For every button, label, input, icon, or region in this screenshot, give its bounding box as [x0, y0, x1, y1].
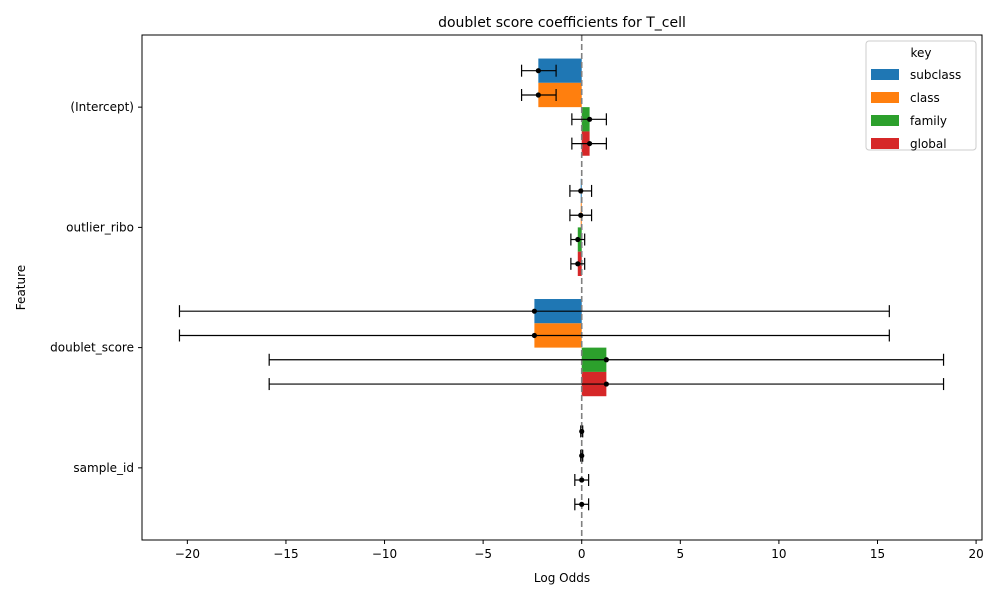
point-subclass-1 — [578, 188, 584, 194]
point-global-2 — [603, 381, 609, 387]
point-family-1 — [575, 236, 581, 243]
legend-title: key — [910, 46, 931, 60]
point-subclass-0 — [535, 68, 541, 74]
x-tick-label: −15 — [273, 547, 298, 561]
x-axis: −20 −15 −10 −5 0 5 10 15 20 — [175, 540, 984, 561]
point-subclass-3 — [579, 428, 585, 435]
x-tick-label: −10 — [372, 547, 397, 561]
x-tick-label: 10 — [771, 547, 786, 561]
legend-swatch-family — [871, 115, 899, 126]
point-family-0 — [587, 116, 593, 122]
legend-label-family: family — [910, 114, 947, 128]
legend-swatch-subclass — [871, 69, 899, 80]
point-global-0 — [587, 140, 593, 147]
chart-title: doublet score coefficients for T_cell — [438, 15, 686, 31]
point-class-3 — [579, 453, 585, 459]
legend-label-subclass: subclass — [910, 68, 961, 82]
y-tick-label: outlier_ribo — [66, 220, 134, 234]
point-subclass-2 — [531, 308, 537, 314]
x-tick-label: −20 — [175, 547, 200, 561]
legend-label-class: class — [910, 91, 940, 105]
x-tick-label: 20 — [968, 547, 983, 561]
error-bars-layer — [178, 64, 945, 511]
point-global-3 — [579, 501, 585, 507]
y-tick-label: sample_id — [73, 461, 134, 475]
legend: key subclass class family global — [865, 40, 977, 151]
x-axis-label: Log Odds — [534, 571, 590, 585]
legend-swatch-global — [871, 138, 899, 149]
y-axis: (Intercept) outlier_ribo doublet_scoresamp… — [50, 100, 142, 475]
x-tick-label: 0 — [578, 547, 586, 561]
bars-layer — [534, 58, 607, 517]
y-axis-label: Feature — [14, 265, 28, 310]
point-class-0 — [535, 92, 541, 98]
point-class-2 — [531, 332, 537, 339]
x-tick-label: 15 — [870, 547, 885, 561]
x-tick-label: 5 — [676, 547, 684, 561]
point-class-1 — [578, 212, 584, 218]
y-tick-label: doublet_score — [50, 341, 134, 355]
legend-swatch-class — [871, 92, 899, 103]
point-global-1 — [575, 261, 581, 267]
plot-frame — [141, 34, 983, 541]
point-family-2 — [603, 357, 609, 363]
legend-label-global: global — [910, 137, 947, 151]
y-tick-label: (Intercept) — [70, 100, 134, 114]
point-family-3 — [579, 477, 585, 483]
x-tick-label: −5 — [474, 547, 492, 561]
